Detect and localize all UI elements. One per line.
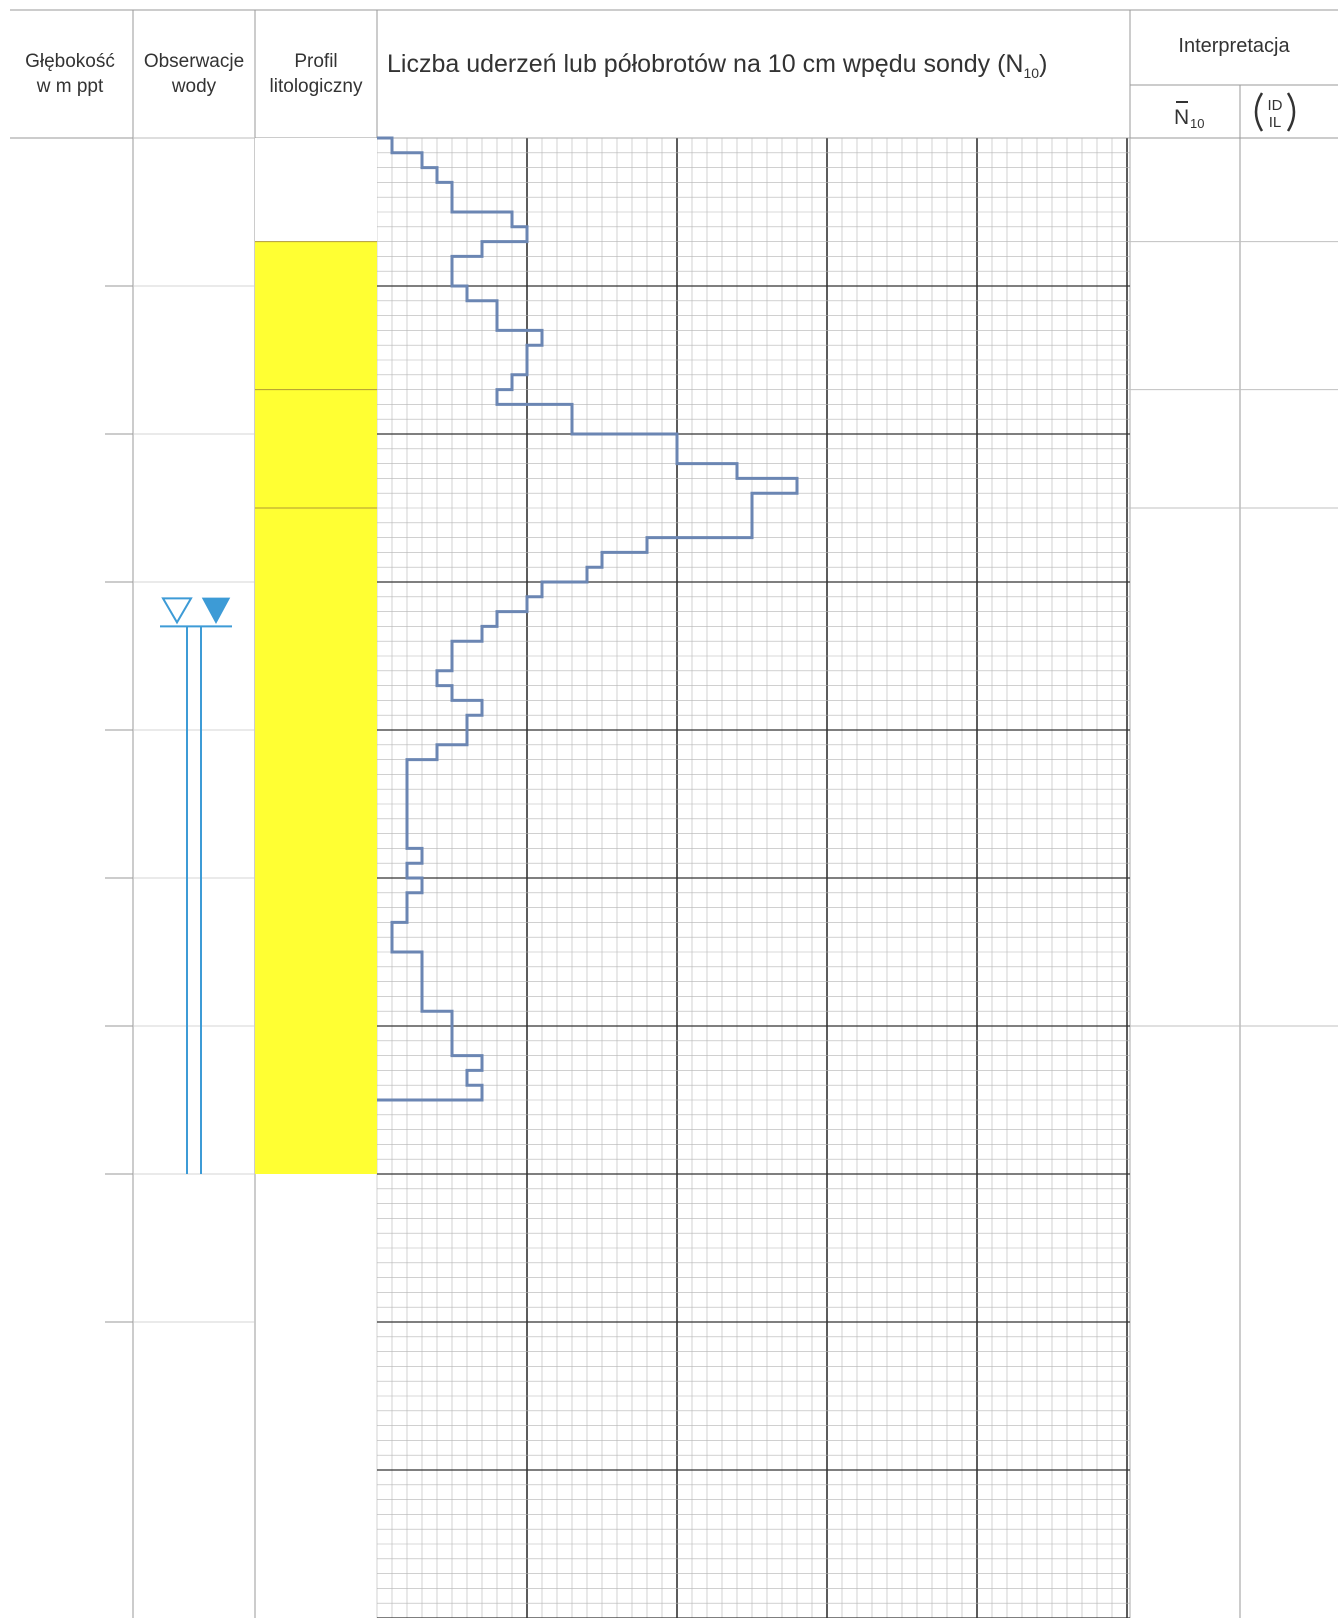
depth-header-line1: Głębokość	[25, 51, 115, 72]
density-index-header: ID IL	[1254, 92, 1296, 132]
water-header-line1: Obserwacje	[144, 51, 244, 72]
water-level-stabilised-icon	[201, 597, 231, 624]
il-symbol: IL	[1269, 114, 1282, 131]
chart-title: Liczba uderzeń lub półobrotów na 10 cm w…	[387, 50, 1047, 81]
n10-header: N 10	[1174, 101, 1204, 131]
profile-header-line2: litologiczny	[270, 76, 363, 97]
profile-header-line1: Profil	[294, 51, 337, 72]
water-level-observed-icon	[161, 597, 193, 625]
layer-fill	[255, 389, 377, 508]
water-observation	[160, 597, 232, 1174]
depth-header-line2: w m ppt	[36, 76, 104, 97]
depth-scale	[105, 137, 255, 1323]
layer-fill	[255, 138, 377, 242]
lithology-profile	[255, 138, 377, 1174]
n10-header-symbol: N	[1174, 106, 1189, 129]
table-frame	[10, 9, 1338, 1618]
header: Głębokość w m ppt Obserwacje wody Profil…	[25, 35, 1290, 97]
chart-grid	[376, 137, 1131, 1618]
layer-fill	[255, 241, 377, 390]
n10-header-sub: 10	[1190, 116, 1204, 131]
id-symbol: ID	[1268, 97, 1283, 114]
layer-fill	[255, 508, 377, 1174]
interpretation-table	[1130, 241, 1338, 1027]
water-header-line2: wody	[171, 76, 217, 97]
interpretation-header: Interpretacja	[1178, 35, 1290, 57]
sounding-profile-line	[377, 136, 799, 1102]
